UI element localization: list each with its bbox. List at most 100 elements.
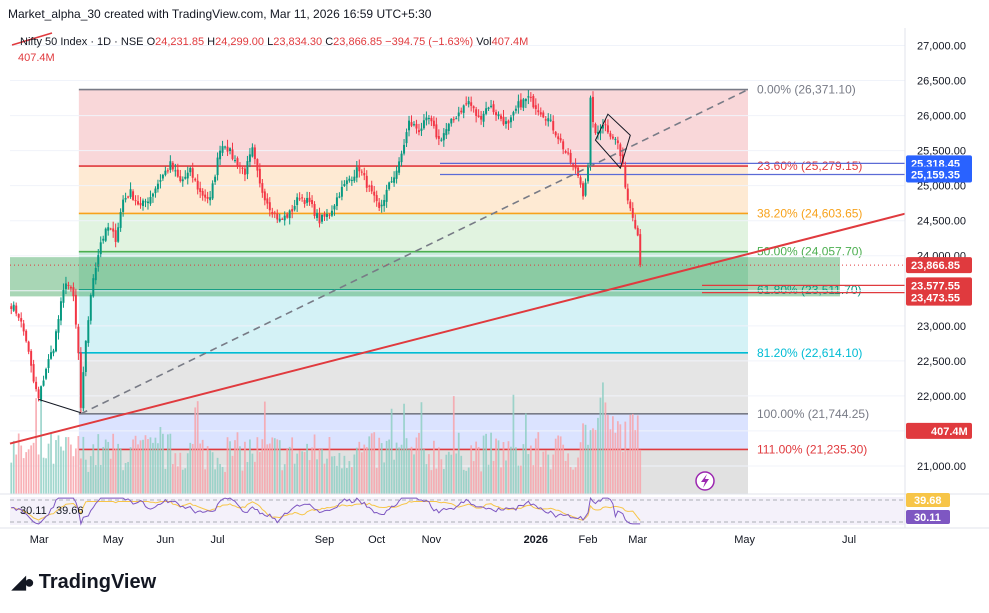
header-credit: Market_alpha_30 created with TradingView… bbox=[8, 7, 432, 21]
volume-bar bbox=[462, 469, 465, 494]
candle bbox=[383, 194, 386, 212]
candle bbox=[639, 228, 642, 268]
tradingview-brand[interactable]: ◢● TradingView bbox=[12, 571, 156, 594]
candle bbox=[246, 155, 249, 180]
candle bbox=[400, 150, 403, 167]
candle bbox=[42, 375, 45, 387]
volume-bar bbox=[338, 452, 341, 494]
volume-bar bbox=[321, 449, 323, 494]
volume-bar bbox=[268, 443, 271, 494]
candle bbox=[122, 195, 125, 217]
candle bbox=[611, 134, 614, 140]
candle bbox=[154, 186, 157, 198]
candle bbox=[365, 170, 368, 193]
volume-bar bbox=[206, 446, 209, 494]
candle bbox=[388, 181, 391, 191]
volume-bar bbox=[127, 461, 129, 494]
candle bbox=[20, 312, 23, 328]
volume-bar bbox=[480, 471, 482, 494]
candle bbox=[599, 124, 602, 141]
fib-label: 23.60% (25,279.15) bbox=[757, 159, 862, 173]
legend-close-label: C bbox=[325, 36, 334, 48]
candle bbox=[380, 199, 383, 213]
candle bbox=[169, 155, 172, 173]
candle bbox=[330, 205, 333, 218]
candle bbox=[420, 122, 423, 136]
candle bbox=[67, 281, 70, 290]
candle bbox=[378, 198, 381, 212]
volume-bar bbox=[231, 455, 234, 494]
candle bbox=[219, 145, 222, 166]
candle bbox=[492, 100, 495, 115]
candle bbox=[631, 202, 634, 222]
volume-bar bbox=[47, 443, 50, 494]
candle bbox=[69, 285, 72, 292]
candle bbox=[209, 190, 212, 206]
volume-bar bbox=[261, 439, 264, 494]
candle bbox=[151, 192, 154, 203]
tradingview-logo-icon: ◢● bbox=[12, 572, 35, 592]
volume-bar bbox=[502, 442, 505, 494]
time-tick-label: Jul bbox=[211, 534, 225, 546]
candle bbox=[311, 195, 314, 208]
volume-bar bbox=[50, 433, 52, 494]
volume-bar bbox=[236, 432, 239, 494]
candle bbox=[514, 105, 517, 114]
candle bbox=[321, 213, 324, 224]
rsi-pane: 30.11 39.66 bbox=[10, 496, 905, 526]
volume-bar bbox=[393, 459, 395, 494]
candle bbox=[64, 276, 67, 295]
candle bbox=[596, 125, 599, 140]
candle bbox=[626, 183, 629, 205]
candle bbox=[181, 176, 184, 187]
candle bbox=[15, 302, 18, 317]
volume-bar bbox=[144, 435, 147, 494]
volume-bar bbox=[470, 445, 473, 494]
candle bbox=[278, 213, 281, 223]
candle bbox=[629, 199, 632, 212]
flash-icon bbox=[695, 471, 715, 491]
candle bbox=[318, 207, 321, 228]
time-axis: Mar May Jun Jul Sep Oct Nov 2026 Feb Mar May Jul bbox=[30, 534, 856, 546]
candle bbox=[159, 174, 162, 189]
rsi-ma-line bbox=[11, 500, 641, 521]
volume-bar bbox=[60, 446, 62, 494]
price-badge-label: 23,577.55 bbox=[911, 280, 960, 292]
volume-bar bbox=[45, 458, 47, 494]
volume-bar bbox=[505, 460, 507, 494]
volume-bar bbox=[149, 437, 152, 494]
volume-bar bbox=[624, 421, 627, 494]
volume-bar bbox=[452, 396, 455, 494]
volume-bar bbox=[604, 402, 607, 494]
candle bbox=[328, 213, 331, 219]
volume-bar bbox=[306, 443, 308, 494]
volume-bar bbox=[124, 463, 127, 494]
volume-bar bbox=[564, 460, 567, 494]
volume-bar bbox=[532, 465, 535, 494]
candle bbox=[415, 119, 418, 134]
volume-bar bbox=[634, 430, 637, 494]
volume-bar bbox=[147, 439, 149, 494]
candle bbox=[410, 115, 413, 128]
volume-bar bbox=[75, 448, 77, 494]
volume-bar bbox=[380, 443, 383, 494]
volume-bar bbox=[425, 464, 428, 494]
legend-symbol[interactable]: Nifty 50 Index · 1D · NSE bbox=[20, 36, 144, 48]
trend-line bbox=[9, 212, 906, 445]
candle bbox=[129, 182, 132, 199]
candle bbox=[614, 137, 617, 145]
candle bbox=[554, 131, 557, 138]
candle bbox=[335, 192, 338, 211]
volume-bar bbox=[408, 449, 410, 494]
candle bbox=[462, 104, 465, 119]
volume-bar bbox=[72, 456, 75, 494]
candle bbox=[306, 191, 309, 206]
volume-bar bbox=[378, 437, 381, 494]
candle bbox=[22, 319, 25, 336]
candle bbox=[114, 223, 117, 248]
volume-bar bbox=[579, 442, 582, 494]
candle bbox=[582, 181, 585, 200]
volume-bar bbox=[529, 445, 532, 494]
candle bbox=[79, 347, 82, 414]
